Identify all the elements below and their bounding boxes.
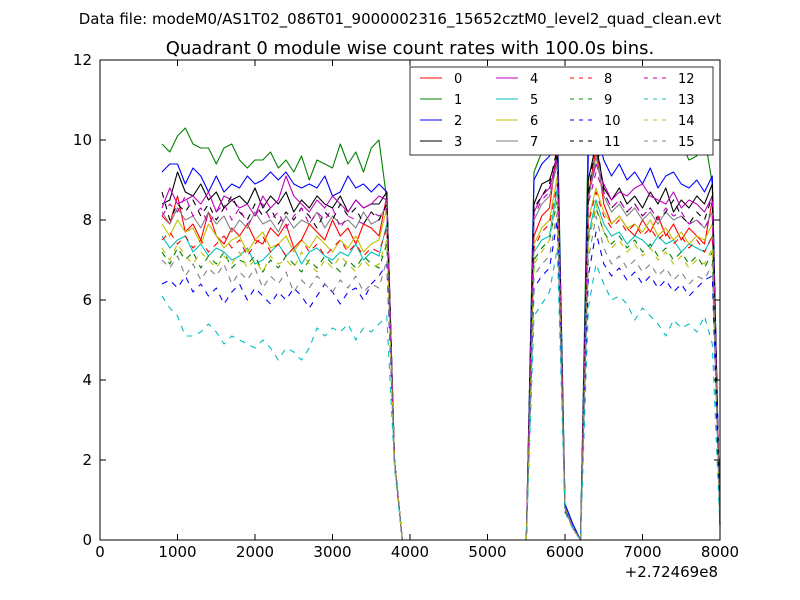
y-tick-label: 4	[82, 371, 92, 389]
series-line-5	[161, 187, 721, 541]
legend-label-12: 12	[678, 72, 695, 87]
legend-label-11: 11	[604, 135, 621, 150]
x-tick-label: 2000	[236, 543, 274, 561]
plot-area	[161, 83, 721, 541]
series-line-13	[161, 247, 721, 541]
series-line-3	[161, 143, 721, 541]
y-tick-label: 12	[73, 51, 92, 69]
legend-label-7: 7	[530, 135, 538, 150]
legend-label-10: 10	[604, 114, 621, 129]
chart-title: Quadrant 0 module wise count rates with …	[166, 38, 655, 59]
x-offset-label: +2.72469e8	[625, 563, 718, 581]
legend-label-8: 8	[604, 72, 612, 87]
legend-label-5: 5	[530, 93, 538, 108]
series-line-4	[161, 159, 721, 541]
legend-label-13: 13	[678, 93, 695, 108]
legend-label-15: 15	[678, 135, 695, 150]
series-line-11	[161, 135, 721, 541]
series-line-6	[161, 175, 721, 541]
x-tick-label: 0	[95, 543, 105, 561]
x-tick-label: 3000	[313, 543, 351, 561]
chart-suptitle: Data file: modeM0/AS1T02_086T01_90000023…	[79, 10, 722, 29]
y-tick-label: 8	[82, 211, 92, 229]
y-tick-label: 0	[82, 531, 92, 549]
series-line-2	[161, 127, 721, 541]
series-line-8	[161, 183, 721, 541]
x-tick-label: 1000	[158, 543, 196, 561]
series-line-7	[161, 155, 721, 541]
series-line-14	[161, 195, 721, 541]
series-line-15	[161, 211, 721, 541]
series-line-9	[161, 199, 721, 541]
legend-label-14: 14	[678, 114, 695, 129]
x-tick-label: 8000	[701, 543, 739, 561]
legend-box	[409, 66, 714, 156]
legend-label-6: 6	[530, 114, 538, 129]
y-tick-label: 6	[82, 291, 92, 309]
legend-label-1: 1	[454, 93, 462, 108]
x-tick-label: 7000	[623, 543, 661, 561]
legend-label-9: 9	[604, 93, 612, 108]
legend-label-4: 4	[530, 72, 538, 87]
legend-label-2: 2	[454, 114, 462, 129]
legend-label-3: 3	[454, 135, 462, 150]
x-tick-label: 4000	[391, 543, 429, 561]
y-tick-label: 10	[73, 131, 92, 149]
x-tick-label: 5000	[468, 543, 506, 561]
y-tick-label: 2	[82, 451, 92, 469]
legend-label-0: 0	[454, 72, 462, 87]
x-tick-label: 6000	[546, 543, 584, 561]
axis-ticks: 0 1000 2000 3000 4000 5000 6000 7000 80000246810…	[73, 51, 739, 561]
series-line-10	[161, 219, 721, 541]
